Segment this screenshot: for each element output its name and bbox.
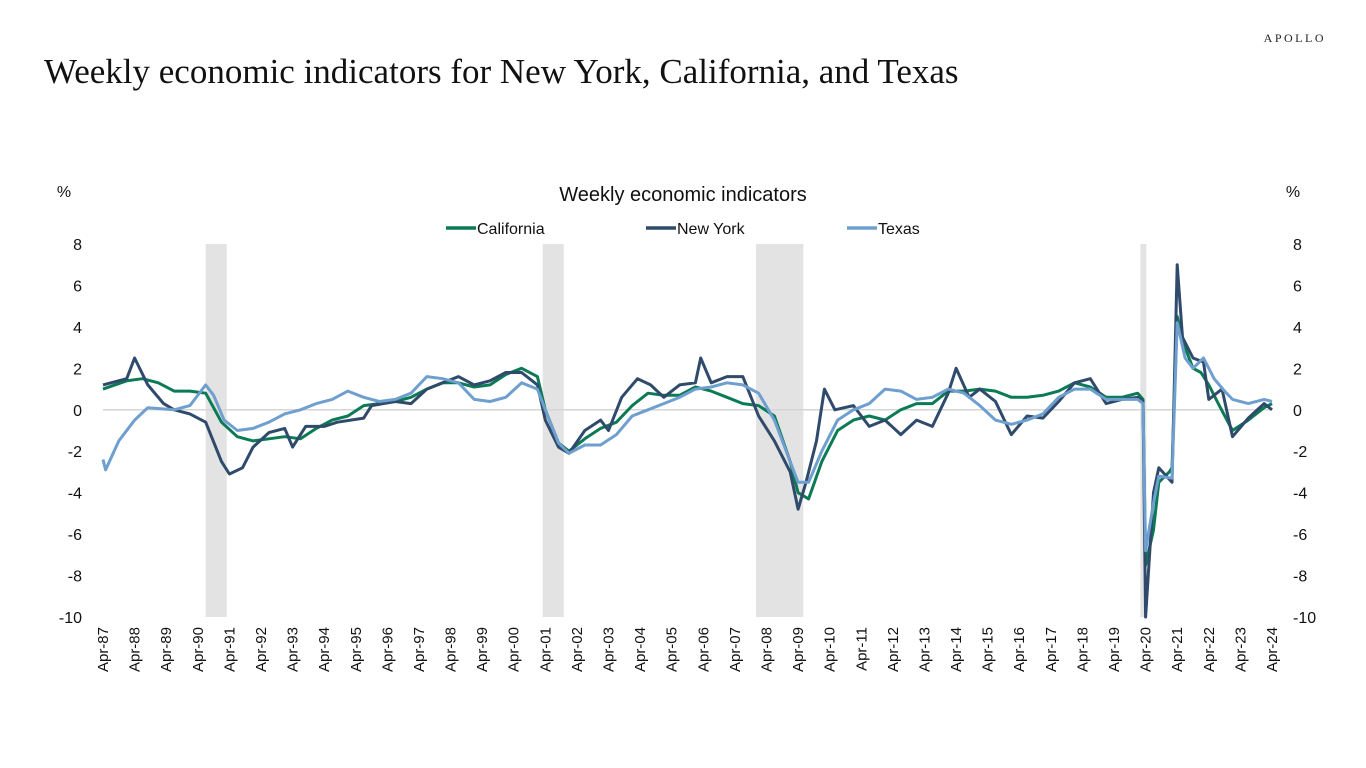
y-tick-label-left: -4 <box>68 486 82 503</box>
x-tick-label: Apr-89 <box>158 627 175 672</box>
y-tick-label-left: -2 <box>68 444 82 461</box>
y-tick-label-right: -8 <box>1293 569 1307 586</box>
x-tick-label: Apr-09 <box>790 627 807 672</box>
x-tick-label: Apr-20 <box>1138 627 1155 672</box>
x-tick-label: Apr-99 <box>474 627 491 672</box>
x-tick-label: Apr-92 <box>253 627 270 672</box>
legend-item-california: California <box>446 221 545 238</box>
x-axis: Apr-87 Apr-88 Apr-89 Apr-90 Apr-91 Apr-92 Apr-… <box>95 627 1281 672</box>
x-tick-label: Apr-23 <box>1232 627 1249 672</box>
x-tick-label: Apr-94 <box>316 627 333 672</box>
y-tick-label-left: -10 <box>59 610 82 627</box>
y-tick-label-right: 2 <box>1293 361 1302 378</box>
y-axis-left: 8 6 4 2 0 -2 -4 -6 -8 -10 <box>59 237 82 627</box>
x-tick-label: Apr-02 <box>569 627 586 672</box>
x-tick-label: Apr-03 <box>601 627 618 672</box>
recession-bands <box>205 244 1147 617</box>
y-tick-label-right: -2 <box>1293 444 1307 461</box>
x-tick-label: Apr-04 <box>632 627 649 672</box>
x-tick-label: Apr-15 <box>980 627 997 672</box>
x-tick-label: Apr-13 <box>916 627 933 672</box>
y-tick-label-left: 4 <box>73 320 82 337</box>
y-axis-label-left: % <box>57 184 71 201</box>
y-tick-label-right: -10 <box>1293 610 1316 627</box>
x-tick-label: Apr-24 <box>1264 627 1281 672</box>
x-tick-label: Apr-93 <box>285 627 302 672</box>
x-tick-label: Apr-00 <box>506 627 523 672</box>
x-tick-label: Apr-98 <box>443 627 460 672</box>
y-tick-label-right: 4 <box>1293 320 1302 337</box>
x-tick-label: Apr-11 <box>853 627 870 671</box>
series-lines <box>101 263 1273 619</box>
y-tick-label-left: -6 <box>68 527 82 544</box>
x-tick-label: Apr-22 <box>1201 627 1218 672</box>
y-tick-label-left: -8 <box>68 569 82 586</box>
x-tick-label: Apr-10 <box>822 627 839 672</box>
x-tick-label: Apr-18 <box>1074 627 1091 672</box>
x-tick-label: Apr-07 <box>727 627 744 672</box>
x-tick-label: Apr-90 <box>190 627 207 672</box>
x-tick-label: Apr-14 <box>948 627 965 672</box>
x-tick-label: Apr-16 <box>1011 627 1028 672</box>
x-tick-label: Apr-12 <box>885 627 902 672</box>
legend: California New York Texas <box>446 221 920 238</box>
x-tick-label: Apr-87 <box>95 627 112 672</box>
x-tick-label: Apr-08 <box>758 627 775 672</box>
page-title: Weekly economic indicators for New York,… <box>44 52 959 91</box>
series-line-new-york <box>102 263 1273 619</box>
y-tick-label-left: 6 <box>73 278 82 295</box>
y-tick-label-left: 8 <box>73 237 82 254</box>
y-tick-label-right: 8 <box>1293 237 1302 254</box>
legend-label: Texas <box>878 221 920 238</box>
x-tick-label: Apr-21 <box>1169 627 1186 672</box>
series-line-texas <box>101 321 1273 553</box>
legend-item-texas: Texas <box>847 221 920 238</box>
x-tick-label: Apr-06 <box>695 627 712 672</box>
x-tick-label: Apr-05 <box>664 627 681 672</box>
x-tick-label: Apr-91 <box>221 627 238 672</box>
x-tick-label: Apr-17 <box>1043 627 1060 672</box>
y-axis-right: 8 6 4 2 0 -2 -4 -6 -8 -10 <box>1293 237 1316 627</box>
y-tick-label-right: 6 <box>1293 278 1302 295</box>
y-tick-label-left: 2 <box>73 361 82 378</box>
legend-label: California <box>477 221 545 238</box>
x-tick-label: Apr-01 <box>537 627 554 672</box>
y-tick-label-right: 0 <box>1293 403 1302 420</box>
x-tick-label: Apr-19 <box>1106 627 1123 672</box>
y-tick-label-left: 0 <box>73 403 82 420</box>
apollo-logo: APOLLO <box>1263 31 1326 45</box>
recession-band <box>205 244 227 617</box>
x-tick-label: Apr-96 <box>379 627 396 672</box>
x-tick-label: Apr-95 <box>348 627 365 672</box>
legend-item-new-york: New York <box>646 221 746 238</box>
x-tick-label: Apr-97 <box>411 627 428 672</box>
chart-title: Weekly economic indicators <box>559 184 807 206</box>
y-tick-label-right: -6 <box>1293 527 1307 544</box>
x-tick-label: Apr-88 <box>127 627 144 672</box>
y-axis-label-right: % <box>1286 184 1300 201</box>
y-tick-label-right: -4 <box>1293 486 1307 503</box>
series-line-california <box>102 315 1273 567</box>
legend-label: New York <box>677 221 746 238</box>
